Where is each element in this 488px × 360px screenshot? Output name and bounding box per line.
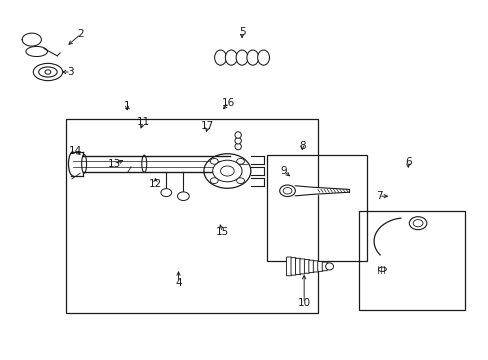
FancyBboxPatch shape — [304, 260, 309, 273]
Circle shape — [408, 217, 426, 230]
Text: 2: 2 — [77, 29, 84, 39]
FancyBboxPatch shape — [290, 258, 295, 275]
Ellipse shape — [235, 143, 241, 150]
Ellipse shape — [236, 50, 247, 65]
Circle shape — [412, 220, 422, 227]
Circle shape — [210, 178, 218, 184]
Circle shape — [220, 166, 234, 176]
Circle shape — [283, 188, 291, 194]
FancyBboxPatch shape — [299, 259, 305, 274]
FancyBboxPatch shape — [286, 257, 291, 276]
Text: 6: 6 — [404, 157, 411, 167]
Text: 16: 16 — [222, 98, 235, 108]
Text: 13: 13 — [108, 159, 122, 169]
Text: 8: 8 — [298, 141, 305, 151]
Circle shape — [236, 158, 244, 164]
Ellipse shape — [39, 67, 57, 77]
Bar — [66, 119, 317, 313]
FancyBboxPatch shape — [295, 258, 300, 274]
Circle shape — [210, 158, 218, 164]
Circle shape — [177, 192, 189, 201]
Text: 14: 14 — [69, 146, 82, 156]
Ellipse shape — [378, 267, 386, 271]
Text: 12: 12 — [148, 179, 162, 189]
Circle shape — [279, 185, 295, 197]
Ellipse shape — [325, 263, 333, 270]
Ellipse shape — [33, 63, 62, 81]
Text: 9: 9 — [280, 166, 286, 176]
FancyBboxPatch shape — [322, 262, 326, 271]
Circle shape — [203, 154, 250, 188]
Circle shape — [212, 160, 242, 182]
Ellipse shape — [225, 50, 237, 65]
Ellipse shape — [235, 138, 241, 144]
Bar — [359, 211, 464, 310]
Circle shape — [236, 178, 244, 184]
Text: 7: 7 — [375, 191, 382, 201]
Ellipse shape — [246, 50, 258, 65]
Text: 15: 15 — [215, 227, 229, 237]
Text: 3: 3 — [67, 67, 74, 77]
FancyBboxPatch shape — [308, 260, 313, 273]
FancyBboxPatch shape — [317, 261, 322, 271]
Ellipse shape — [214, 50, 226, 65]
FancyBboxPatch shape — [313, 261, 318, 272]
Text: 11: 11 — [136, 117, 150, 127]
Ellipse shape — [235, 132, 241, 138]
Ellipse shape — [257, 50, 269, 65]
Bar — [266, 155, 366, 261]
Text: 5: 5 — [238, 27, 245, 37]
Text: 4: 4 — [175, 278, 182, 288]
Circle shape — [161, 189, 171, 197]
Circle shape — [45, 70, 51, 74]
Text: 17: 17 — [201, 121, 214, 131]
Text: 10: 10 — [297, 298, 310, 308]
Text: 1: 1 — [123, 101, 130, 111]
